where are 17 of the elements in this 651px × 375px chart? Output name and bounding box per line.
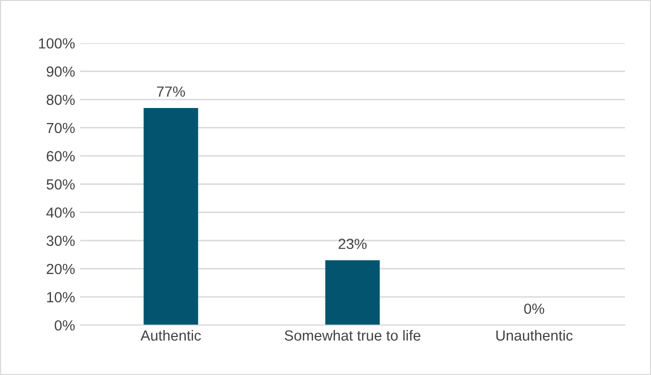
y-tick-label: 60% <box>46 151 75 162</box>
data-label: 77% <box>157 86 185 97</box>
x-tick-label: Unauthentic <box>496 330 573 341</box>
y-tick-label: 90% <box>46 66 75 77</box>
y-tick-label: 40% <box>46 207 75 218</box>
y-tick-label: 0% <box>54 320 75 331</box>
y-tick-label: 20% <box>46 264 75 274</box>
y-tick-label: 100% <box>39 38 75 49</box>
y-tick-label: 30% <box>46 236 75 246</box>
y-tick-label: 10% <box>47 292 75 302</box>
data-label: 23% <box>338 238 367 250</box>
y-tick-label: 50% <box>46 179 75 190</box>
y-tick-label: 70% <box>46 122 75 134</box>
y-tick-label: 80% <box>46 94 75 105</box>
x-tick-label: Authentic <box>140 330 201 341</box>
data-label: 0% <box>524 304 544 314</box>
x-tick-label: Somewhat true to life <box>284 330 420 341</box>
